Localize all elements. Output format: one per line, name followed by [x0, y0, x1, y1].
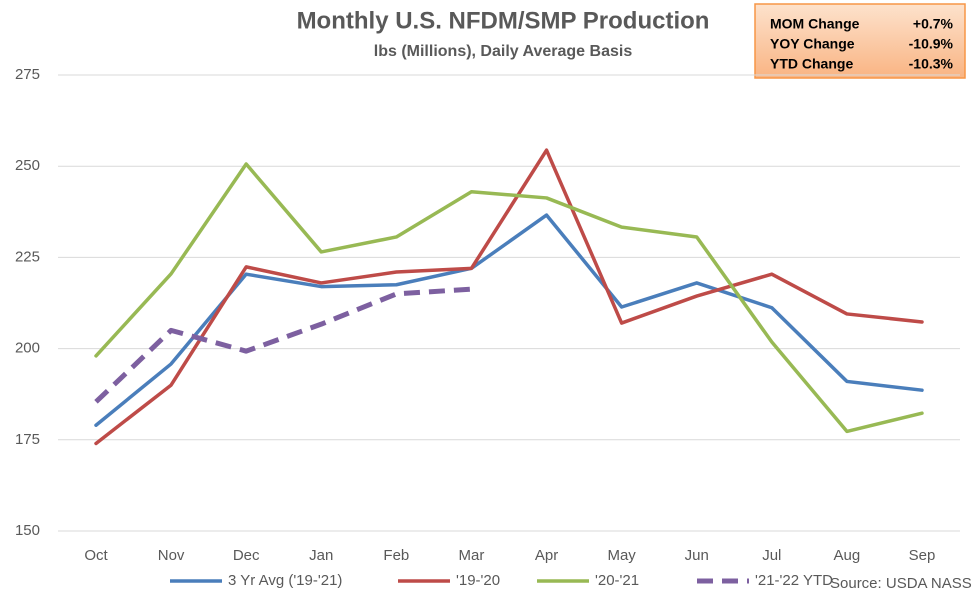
y-tick-label: 150 [15, 522, 40, 539]
stat-value: -10.3% [909, 56, 954, 72]
legend-label: '20-'21 [595, 572, 639, 589]
source-note: Source: USDA NASS [830, 575, 972, 592]
stat-label: YOY Change [770, 36, 855, 52]
x-tick-label: Nov [158, 547, 185, 564]
y-tick-label: 250 [15, 157, 40, 174]
x-tick-label: Aug [834, 547, 861, 564]
series-line [94, 162, 924, 434]
legend-label: '19-'20 [456, 572, 500, 589]
x-tick-label: Jan [309, 547, 333, 564]
series-line [94, 213, 924, 427]
series-line [94, 148, 924, 446]
y-tick-label: 200 [15, 340, 40, 357]
x-tick-label: Sep [909, 547, 936, 564]
stat-value: +0.7% [913, 16, 954, 32]
series-line [94, 286, 472, 404]
stat-value: -10.9% [909, 36, 954, 52]
x-tick-label: Jul [762, 547, 781, 564]
stats-box [754, 3, 966, 79]
x-tick-label: Apr [535, 547, 558, 564]
y-tick-label: 175 [15, 431, 40, 448]
y-tick-label: 225 [15, 248, 40, 265]
x-tick-label: May [607, 547, 636, 564]
legend-label: 3 Yr Avg ('19-'21) [228, 572, 342, 589]
x-tick-label: Dec [233, 547, 260, 564]
chart-subtitle: lbs (Millions), Daily Average Basis [374, 43, 633, 60]
x-tick-label: Jun [685, 547, 709, 564]
stat-label: MOM Change [770, 16, 860, 32]
x-tick-label: Feb [383, 547, 409, 564]
legend-label: '21-'22 YTD [755, 572, 833, 589]
chart-title: Monthly U.S. NFDM/SMP Production [297, 7, 710, 34]
x-tick-label: Oct [84, 547, 108, 564]
x-tick-label: Mar [459, 547, 485, 564]
y-tick-label: 275 [15, 66, 40, 83]
stat-label: YTD Change [770, 56, 853, 72]
